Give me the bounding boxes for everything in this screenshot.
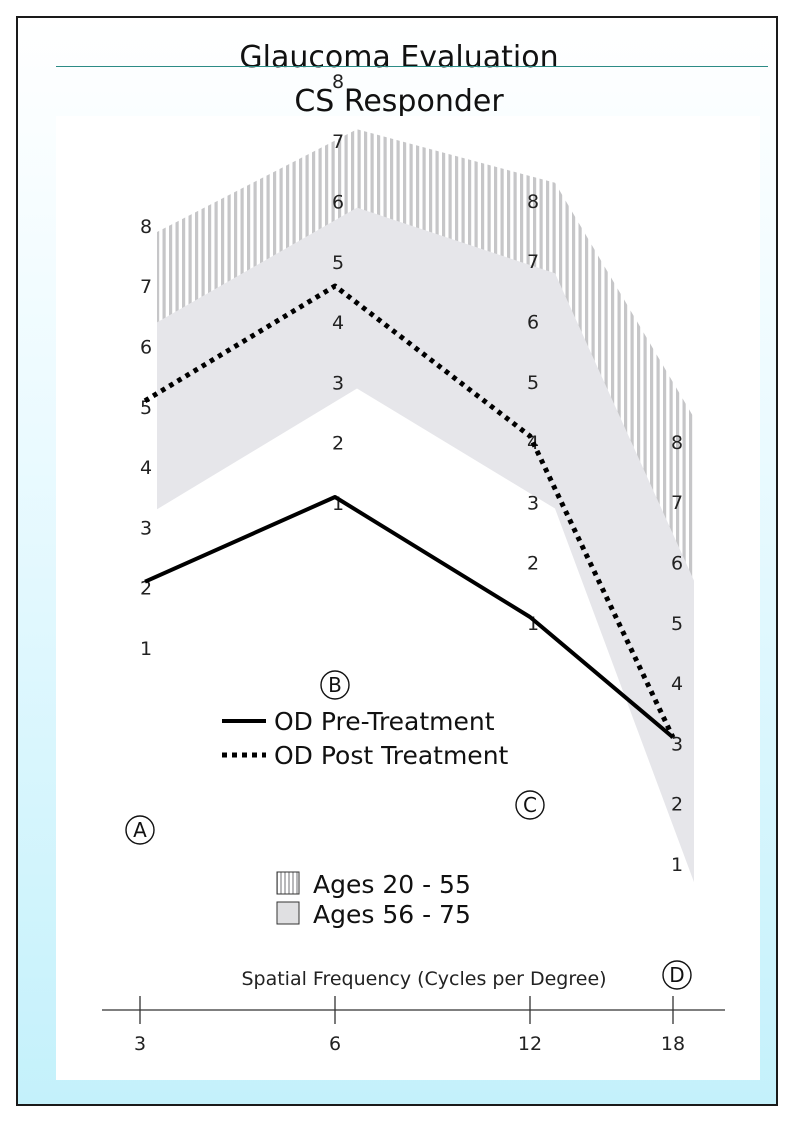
legend: OD Pre-Treatment OD Post Treatment Ages 20… <box>222 707 509 929</box>
scale-label: 8 <box>332 71 344 93</box>
series-od-post-treatment <box>143 283 676 739</box>
scale-label: 5 <box>527 372 539 394</box>
chart-subtitle: CS Responder <box>294 84 504 119</box>
scale-label: 6 <box>140 337 152 359</box>
scale-label: 3 <box>527 492 539 514</box>
scale-label: 4 <box>671 673 683 695</box>
column-marker-a: A <box>125 815 155 845</box>
marker-circle <box>125 815 155 845</box>
scale-label: 2 <box>140 578 152 600</box>
scale-label: 6 <box>527 312 539 334</box>
scale-label: 8 <box>140 216 152 238</box>
marker-letter: B <box>328 673 342 697</box>
marker-circle <box>320 670 350 700</box>
scale-label: 3 <box>671 733 683 755</box>
column-marker-b: B <box>320 670 350 700</box>
series-od-pre-treatment <box>144 495 675 739</box>
scale-label: 1 <box>140 638 152 660</box>
x-tick-label: 12 <box>518 1033 542 1055</box>
scale-label: 4 <box>332 312 344 334</box>
scale-label: 2 <box>671 794 683 816</box>
marker-letter: C <box>523 793 537 817</box>
chart-title: Glaucoma Evaluation <box>239 40 559 75</box>
scale-label: 7 <box>140 276 152 298</box>
scale-label: 2 <box>332 433 344 455</box>
scale-label: 6 <box>671 553 683 575</box>
scale-label: 3 <box>140 517 152 539</box>
scale-label: 1 <box>671 854 683 876</box>
legend-label-pre: OD Pre-Treatment <box>274 707 495 736</box>
bands-layer <box>157 129 694 883</box>
scale-label: 6 <box>332 192 344 214</box>
legend-label-band-ages-56-75: Ages 56 - 75 <box>313 900 471 929</box>
scale-label: 8 <box>527 191 539 213</box>
scale-label: 7 <box>671 492 683 514</box>
scale-label: 8 <box>671 432 683 454</box>
scale-label: 2 <box>527 553 539 575</box>
legend-swatch-band-ages-20-55 <box>276 871 300 895</box>
band-ages-56-75 <box>157 207 694 883</box>
marker-letter: A <box>133 818 147 842</box>
scale-label: 7 <box>332 131 344 153</box>
legend-swatch-band-ages-56-75 <box>276 901 300 925</box>
column-marker-c: C <box>515 790 545 820</box>
scale-label: 5 <box>140 397 152 419</box>
scale-label: 4 <box>140 457 152 479</box>
x-tick-label: 18 <box>661 1033 685 1055</box>
x-tick-label: 3 <box>134 1033 146 1055</box>
legend-label-post: OD Post Treatment <box>274 741 509 770</box>
legend-label-band-ages-20-55: Ages 20 - 55 <box>313 870 471 899</box>
column-markers: A B C D <box>125 670 692 990</box>
marker-circle <box>662 960 692 990</box>
marker-letter: D <box>669 963 684 987</box>
title-divider <box>56 66 768 67</box>
column-marker-d: D <box>662 960 692 990</box>
series-layer <box>143 283 676 739</box>
x-axis-title: Spatial Frequency (Cycles per Degree) <box>241 968 606 990</box>
x-tick-label: 6 <box>329 1033 341 1055</box>
marker-circle <box>515 790 545 820</box>
scale-label: 3 <box>332 372 344 394</box>
scale-label: 5 <box>671 613 683 635</box>
x-axis: Spatial Frequency (Cycles per Degree) 3 6 1… <box>102 968 725 1055</box>
scale-label: 7 <box>527 251 539 273</box>
scale-label: 5 <box>332 252 344 274</box>
